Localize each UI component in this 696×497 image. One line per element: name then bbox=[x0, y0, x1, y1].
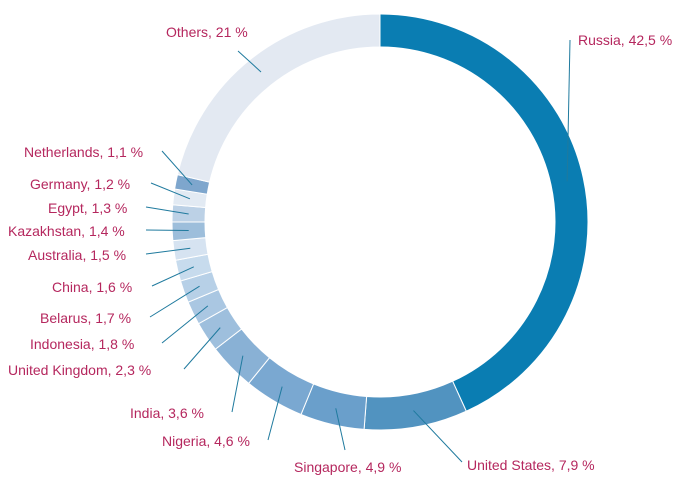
leader-indonesia bbox=[161, 305, 209, 344]
label-indonesia: Indonesia, 1,8 % bbox=[30, 336, 134, 352]
leader-singapore bbox=[335, 408, 346, 451]
label-kazakhstan: Kazakhstan, 1,4 % bbox=[8, 223, 125, 239]
label-india: India, 3,6 % bbox=[130, 405, 204, 421]
leader-china bbox=[151, 266, 195, 287]
leader-nigeria bbox=[267, 386, 283, 441]
label-others: Others, 21 % bbox=[166, 24, 248, 40]
leader-netherlands bbox=[161, 150, 193, 186]
label-united-kingdom: United Kingdom, 2,3 % bbox=[8, 362, 151, 378]
label-belarus: Belarus, 1,7 % bbox=[40, 310, 131, 326]
slice-united-states bbox=[363, 380, 467, 431]
label-australia: Australia, 1,5 % bbox=[28, 247, 126, 263]
label-united-states: United States, 7,9 % bbox=[467, 457, 595, 473]
leader-kazakhstan bbox=[145, 229, 189, 232]
label-germany: Germany, 1,2 % bbox=[30, 176, 130, 192]
label-singapore: Singapore, 4,9 % bbox=[294, 459, 401, 475]
label-nigeria: Nigeria, 4,6 % bbox=[162, 433, 250, 449]
slice-labels: Russia, 42,5 % United States, 7,9 % Singap… bbox=[8, 24, 672, 475]
leader-united-states bbox=[413, 410, 463, 463]
label-china: China, 1,6 % bbox=[52, 279, 132, 295]
slice-others bbox=[176, 13, 381, 183]
donut-slices bbox=[171, 13, 589, 431]
slice-kazakhstan bbox=[171, 221, 207, 242]
leader-australia bbox=[145, 247, 191, 255]
leader-india bbox=[231, 355, 244, 413]
leader-germany bbox=[150, 182, 191, 200]
leader-lines bbox=[145, 39, 571, 463]
leader-egypt bbox=[145, 206, 189, 215]
leader-belarus bbox=[149, 285, 200, 318]
label-russia: Russia, 42,5 % bbox=[578, 32, 672, 48]
leader-others bbox=[237, 50, 262, 73]
leader-russia bbox=[566, 39, 571, 182]
leader-united-kingdom bbox=[183, 327, 221, 370]
label-netherlands: Netherlands, 1,1 % bbox=[24, 144, 143, 160]
slice-russia bbox=[379, 13, 589, 412]
label-egypt: Egypt, 1,3 % bbox=[48, 200, 127, 216]
